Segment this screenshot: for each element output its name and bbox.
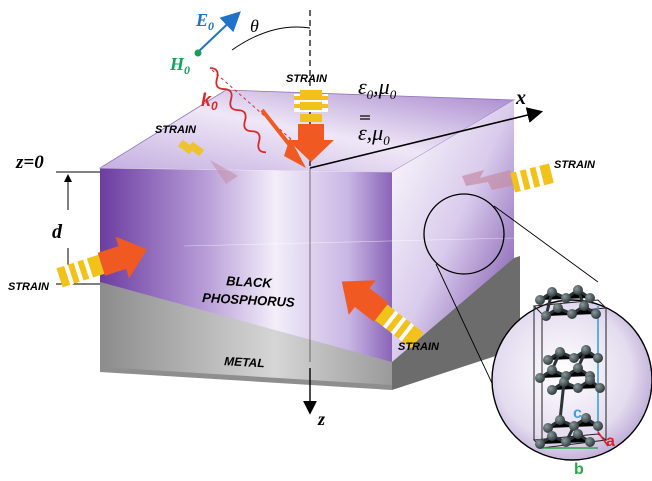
strain-label-top-left: STRAIN bbox=[155, 124, 197, 136]
lattice-b-label: b bbox=[574, 461, 584, 478]
incident-wave bbox=[209, 67, 306, 168]
h0-label: H0 bbox=[169, 54, 190, 77]
lattice-inset: c b a bbox=[491, 285, 652, 478]
theta-arc bbox=[231, 26, 311, 51]
svg-text:ε,μ0: ε,μ0 bbox=[358, 120, 390, 148]
lattice-a-label: a bbox=[606, 433, 615, 450]
strain-label-top: STRAIN bbox=[286, 73, 328, 85]
strain-right bbox=[462, 163, 554, 193]
lattice-c-label: c bbox=[573, 405, 582, 422]
x-axis bbox=[309, 107, 544, 169]
strain-label-bottom-right: STRAIN bbox=[398, 341, 440, 353]
strain-top-center bbox=[288, 90, 334, 162]
h-field-dot bbox=[194, 49, 202, 57]
e0-label: E0 bbox=[195, 10, 214, 33]
strain-top-left bbox=[177, 139, 238, 184]
zoom-connector-top bbox=[493, 205, 599, 283]
z-axis-label: z bbox=[317, 409, 325, 429]
theta-label: θ bbox=[250, 16, 259, 36]
strain-label-right: STRAIN bbox=[554, 159, 596, 171]
strain-left bbox=[56, 236, 148, 288]
zoom-source-circle bbox=[423, 193, 505, 275]
black-phosphorus-label-1: BLACK bbox=[226, 273, 274, 290]
x-axis-label: x bbox=[515, 87, 526, 109]
lower-medium-label: ε,μ0 bbox=[358, 115, 390, 148]
upper-medium-label: ε0,μ0 bbox=[358, 74, 397, 102]
black-phosphorus-label-2: PHOSPHORUS bbox=[202, 290, 295, 310]
e-field-arrow bbox=[197, 11, 241, 53]
d-label: d bbox=[52, 221, 63, 243]
strain-label-left: STRAIN bbox=[8, 281, 50, 293]
z0-label: z=0 bbox=[15, 152, 44, 173]
k0-label: k0 bbox=[201, 90, 218, 113]
metal-label: METAL bbox=[224, 354, 265, 370]
strain-bottom-right bbox=[341, 280, 424, 349]
